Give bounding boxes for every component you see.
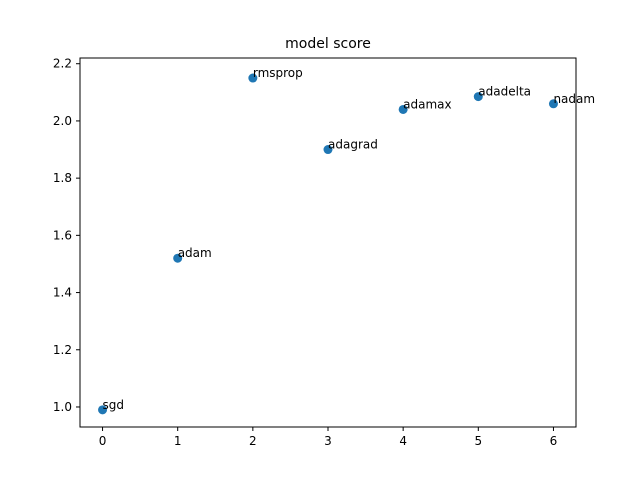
point-label: rmsprop [253, 66, 303, 80]
x-tick-label: 6 [550, 434, 558, 448]
scatter-point [173, 253, 183, 263]
point-label: adam [178, 246, 212, 260]
point-label: adadelta [478, 85, 531, 99]
x-tick-label: 3 [324, 434, 332, 448]
data-points: sgd adam rmsprop adagrad adamax adadelta nadam [98, 66, 595, 415]
scatter-point [548, 99, 558, 109]
x-tick-label: 5 [474, 434, 482, 448]
scatter-point [248, 73, 258, 83]
scatter-point [98, 405, 108, 415]
y-tick-label: 1.0 [53, 400, 72, 414]
y-tick-label: 1.6 [53, 228, 72, 242]
x-tick-label: 2 [249, 434, 257, 448]
point-label: sgd [103, 398, 125, 412]
y-tick-label: 1.8 [53, 171, 72, 185]
point-label: adamax [403, 97, 451, 111]
point-label: adagrad [328, 138, 378, 152]
x-tick-label: 0 [99, 434, 107, 448]
y-tick-label: 2.2 [53, 57, 72, 71]
y-tick-label: 1.4 [53, 286, 72, 300]
x-tick-label: 4 [399, 434, 407, 448]
x-tick-label: 1 [174, 434, 182, 448]
y-tick-label: 2.0 [53, 114, 72, 128]
scatter-point [398, 104, 408, 114]
point-label: nadam [553, 92, 595, 106]
y-axis: 1.0 1.2 1.4 1.6 1.8 2.0 2.2 [53, 57, 80, 414]
plot-area-frame [79, 57, 577, 428]
scatter-point [473, 92, 483, 102]
x-axis: 0 1 2 3 4 5 6 [99, 427, 558, 448]
y-tick-label: 1.2 [53, 343, 72, 357]
scatter-point [323, 145, 333, 155]
chart-title: model score [285, 36, 371, 52]
